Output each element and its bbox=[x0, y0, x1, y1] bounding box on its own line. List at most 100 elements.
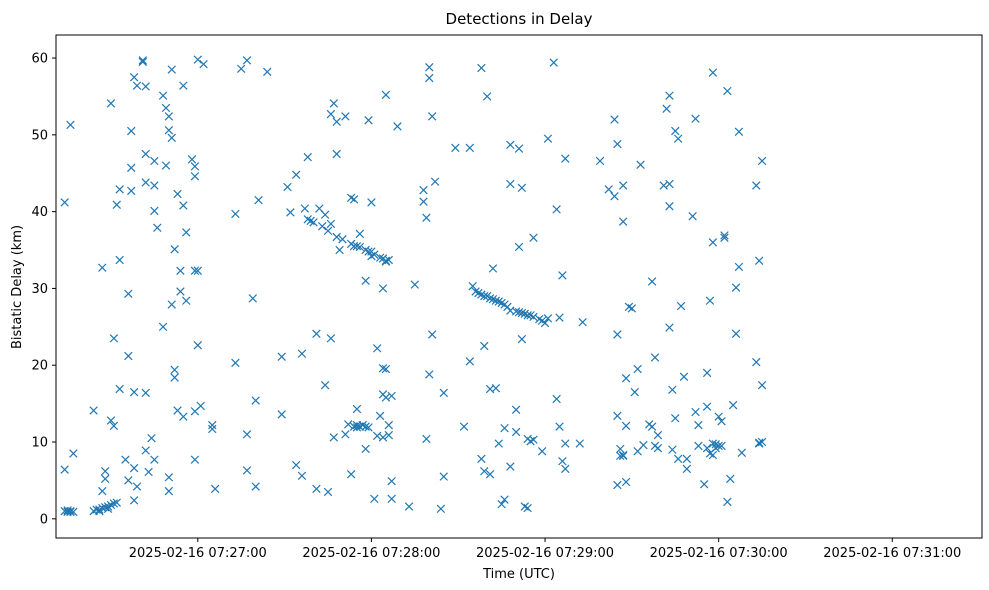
data-point-marker bbox=[506, 140, 515, 150]
data-point-marker bbox=[627, 304, 637, 313]
data-point-marker bbox=[485, 470, 495, 479]
data-point-marker bbox=[465, 143, 475, 153]
x-tick-label: 2025-02-16 07:30:00 bbox=[650, 546, 788, 561]
x-tick-label: 2025-02-16 07:29:00 bbox=[476, 546, 614, 561]
data-point-marker bbox=[734, 127, 744, 136]
data-point-marker bbox=[193, 266, 203, 275]
data-point-marker bbox=[430, 177, 440, 186]
data-point-marker bbox=[364, 247, 373, 256]
data-point-marker bbox=[381, 364, 391, 374]
data-point-marker bbox=[179, 201, 188, 210]
data-series bbox=[60, 55, 767, 517]
data-point-marker bbox=[231, 209, 240, 219]
data-point-marker bbox=[500, 495, 509, 504]
data-point-marker bbox=[193, 341, 203, 350]
data-point-marker bbox=[517, 334, 527, 344]
data-point-marker bbox=[312, 484, 321, 494]
data-point-marker bbox=[312, 329, 321, 338]
data-point-marker bbox=[647, 277, 657, 286]
data-point-marker bbox=[393, 122, 402, 131]
data-point-marker bbox=[141, 178, 150, 187]
data-point-marker bbox=[673, 454, 683, 464]
data-point-marker bbox=[320, 210, 330, 219]
data-point-marker bbox=[549, 58, 558, 67]
data-point-marker bbox=[717, 417, 726, 426]
data-point-marker bbox=[717, 441, 726, 451]
data-point-marker bbox=[451, 143, 460, 153]
data-point-marker bbox=[153, 223, 162, 232]
data-point-marker bbox=[694, 441, 703, 451]
data-point-marker bbox=[691, 114, 700, 123]
data-point-marker bbox=[647, 422, 657, 431]
data-point-marker bbox=[263, 67, 272, 77]
data-point-marker bbox=[419, 197, 428, 206]
data-point-marker bbox=[720, 231, 729, 240]
data-point-marker bbox=[318, 221, 327, 231]
data-point-marker bbox=[503, 302, 512, 312]
data-point-marker bbox=[326, 219, 336, 229]
data-point-marker bbox=[124, 476, 133, 485]
y-axis-label: Bistatic Delay (km) bbox=[10, 225, 25, 349]
data-point-marker bbox=[173, 189, 182, 199]
data-point-marker bbox=[242, 466, 252, 475]
data-point-marker bbox=[127, 163, 136, 173]
data-point-marker bbox=[378, 364, 388, 373]
data-point-marker bbox=[332, 117, 341, 127]
data-point-marker bbox=[375, 253, 385, 262]
data-point-marker bbox=[344, 420, 353, 429]
data-point-marker bbox=[352, 241, 362, 251]
data-point-marker bbox=[477, 454, 486, 464]
data-point-marker bbox=[181, 228, 191, 237]
data-point-marker bbox=[425, 73, 434, 83]
data-point-marker bbox=[404, 502, 414, 511]
data-point-marker bbox=[170, 365, 179, 375]
data-point-marker bbox=[329, 99, 339, 108]
data-point-marker bbox=[668, 445, 677, 454]
data-point-marker bbox=[150, 455, 159, 464]
data-point-marker bbox=[517, 308, 527, 318]
data-point-marker bbox=[665, 202, 674, 211]
data-point-marker bbox=[555, 422, 564, 431]
data-point-marker bbox=[514, 242, 524, 252]
data-point-marker bbox=[115, 185, 124, 194]
data-point-marker bbox=[66, 507, 75, 517]
data-point-marker bbox=[199, 59, 208, 69]
data-point-marker bbox=[757, 156, 767, 166]
data-point-marker bbox=[561, 154, 570, 163]
data-point-marker bbox=[578, 317, 587, 327]
data-point-marker bbox=[610, 192, 619, 201]
data-point-marker bbox=[679, 372, 689, 381]
data-point-marker bbox=[673, 134, 683, 143]
data-point-marker bbox=[636, 160, 645, 170]
data-point-marker bbox=[754, 256, 764, 265]
data-point-marker bbox=[341, 430, 350, 439]
data-point-marker bbox=[138, 56, 148, 65]
data-point-marker bbox=[112, 200, 121, 209]
data-point-marker bbox=[436, 504, 446, 514]
data-point-marker bbox=[543, 314, 553, 323]
data-point-marker bbox=[138, 57, 148, 67]
data-point-marker bbox=[361, 276, 370, 285]
data-point-marker bbox=[691, 407, 700, 417]
data-point-marker bbox=[734, 262, 744, 272]
data-point-marker bbox=[190, 162, 200, 171]
data-point-marker bbox=[141, 388, 150, 398]
data-point-marker bbox=[326, 334, 336, 343]
data-point-marker bbox=[326, 109, 336, 119]
data-point-marker bbox=[621, 421, 631, 431]
data-point-marker bbox=[291, 460, 301, 470]
data-point-marker bbox=[482, 92, 492, 101]
data-point-marker bbox=[132, 482, 142, 491]
data-point-marker bbox=[124, 351, 133, 361]
data-point-marker bbox=[561, 464, 570, 474]
data-point-marker bbox=[129, 496, 139, 505]
data-point-marker bbox=[477, 63, 486, 73]
data-point-marker bbox=[708, 68, 718, 77]
data-point-marker bbox=[60, 465, 69, 474]
data-point-marker bbox=[69, 449, 78, 458]
data-point-marker bbox=[109, 421, 119, 431]
data-point-marker bbox=[303, 152, 312, 162]
data-point-marker bbox=[511, 405, 521, 414]
data-point-marker bbox=[106, 99, 116, 108]
data-point-marker bbox=[158, 91, 168, 100]
